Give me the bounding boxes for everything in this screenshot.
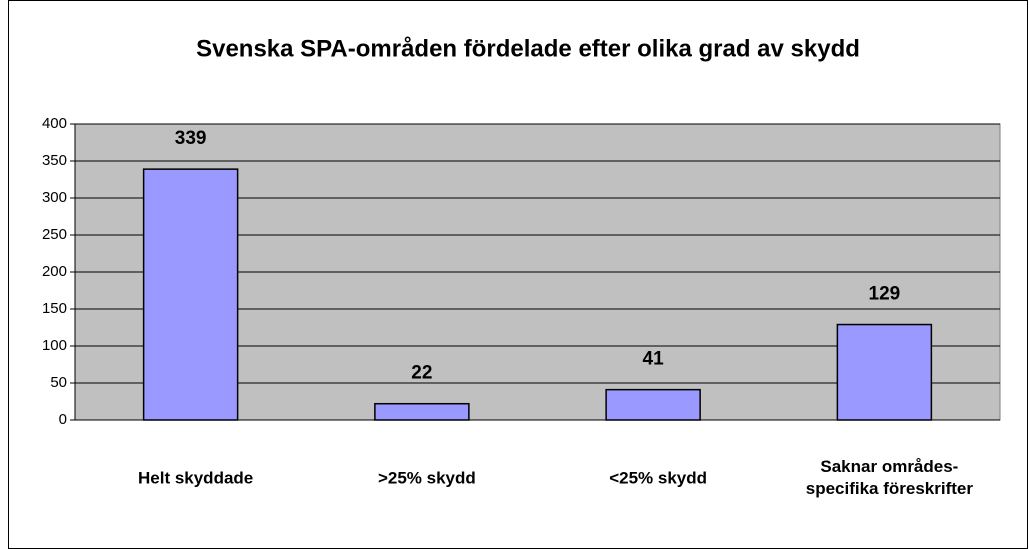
bar — [836, 323, 933, 421]
chart-title: Svenska SPA-områden fördelade efter olik… — [196, 35, 860, 62]
y-tick-label: 250 — [42, 226, 67, 243]
data-label: 339 — [175, 128, 207, 149]
y-tick-label: 50 — [50, 374, 67, 391]
data-label: 41 — [643, 349, 665, 370]
bar — [374, 402, 470, 421]
y-tick-label: 350 — [42, 152, 67, 169]
y-tick-label: 200 — [42, 263, 67, 280]
y-tick-label: 300 — [42, 189, 67, 206]
y-tick-label: 100 — [42, 337, 67, 354]
x-tick-label: Saknar områdes-specifika föreskrifter — [806, 457, 974, 498]
bar — [142, 168, 239, 421]
x-tick-label: Helt skyddade — [138, 468, 253, 487]
y-tick-label: 0 — [59, 411, 67, 428]
y-tick-label: 400 — [42, 115, 67, 132]
data-label: 22 — [411, 363, 432, 384]
bar — [605, 388, 701, 421]
x-tick-label: >25% skydd — [378, 468, 476, 487]
data-label: 129 — [869, 284, 901, 305]
y-tick-label: 150 — [42, 300, 67, 317]
x-tick-label: <25% skydd — [609, 468, 707, 487]
